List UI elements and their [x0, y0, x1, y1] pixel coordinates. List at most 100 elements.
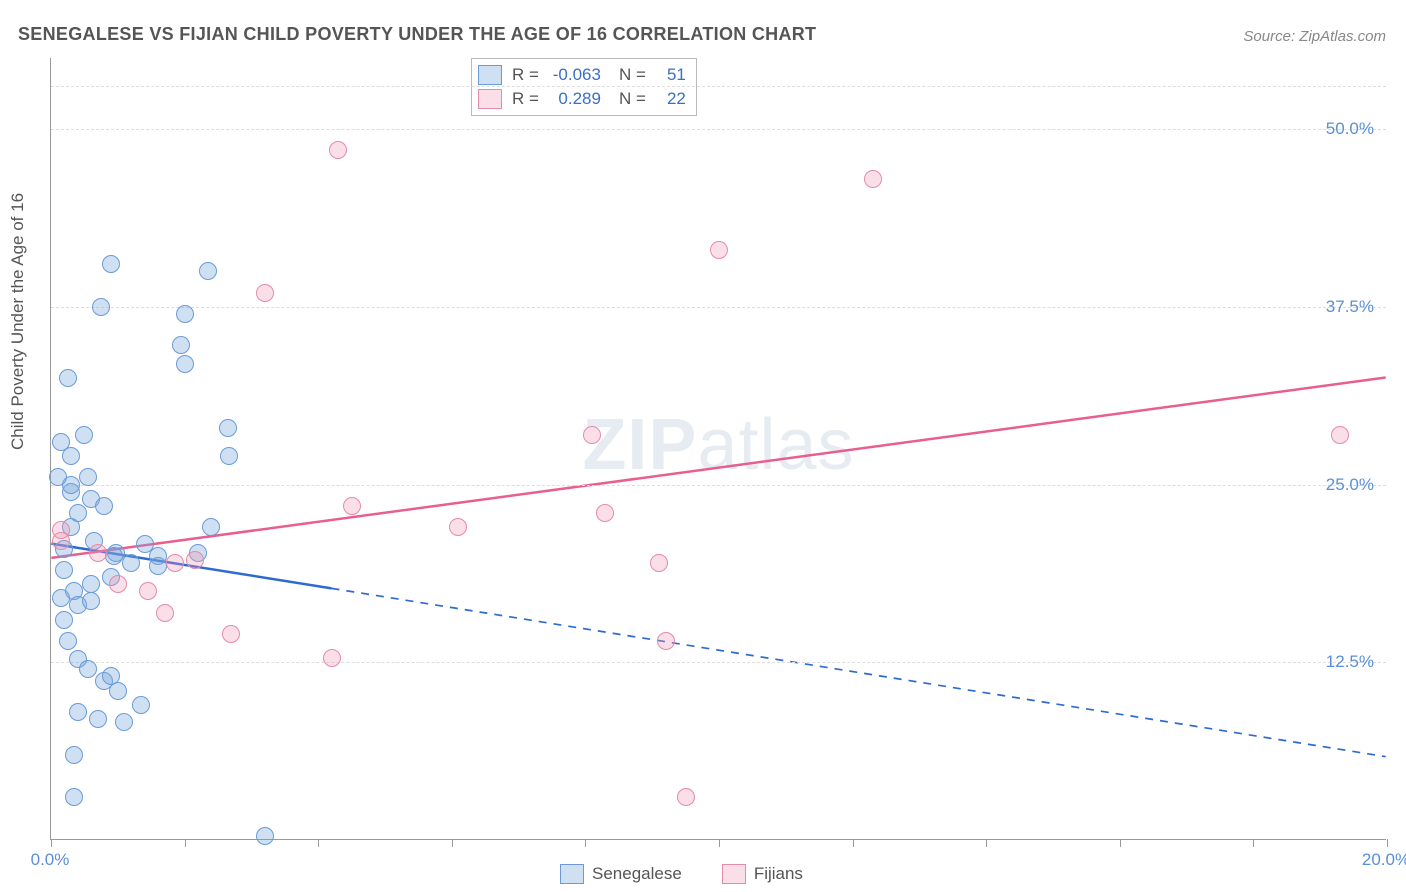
data-point: [79, 660, 97, 678]
legend-row: R = 0.289 N = 22: [478, 87, 686, 111]
data-point: [89, 544, 107, 562]
data-point: [596, 504, 614, 522]
legend-r-value: 0.289: [545, 89, 601, 109]
trend-line-dashed: [332, 588, 1386, 756]
data-point: [172, 336, 190, 354]
gridline-h: [51, 485, 1386, 486]
data-point: [323, 649, 341, 667]
data-point: [55, 611, 73, 629]
data-point: [109, 575, 127, 593]
data-point: [52, 433, 70, 451]
data-point: [59, 369, 77, 387]
legend-series-name: Senegalese: [592, 864, 682, 884]
data-point: [583, 426, 601, 444]
data-point: [256, 284, 274, 302]
legend-n-label: N =: [619, 65, 646, 85]
legend-n-label: N =: [619, 89, 646, 109]
source-attribution: Source: ZipAtlas.com: [1243, 28, 1386, 45]
data-point: [65, 788, 83, 806]
data-point: [95, 497, 113, 515]
gridline-h: [51, 129, 1386, 130]
data-point: [89, 710, 107, 728]
watermark-rest: atlas: [697, 404, 854, 484]
x-tick-label: 20.0%: [1362, 850, 1406, 870]
legend-n-value: 22: [652, 89, 686, 109]
x-tick: [51, 839, 52, 847]
legend-r-label: R =: [512, 65, 539, 85]
trend-lines: [51, 58, 1386, 839]
x-tick: [853, 839, 854, 847]
legend-swatch: [560, 864, 584, 884]
y-tick-label: 12.5%: [1326, 652, 1374, 672]
x-tick: [719, 839, 720, 847]
y-tick-label: 37.5%: [1326, 297, 1374, 317]
data-point: [864, 170, 882, 188]
data-point: [329, 141, 347, 159]
data-point: [256, 827, 274, 845]
data-point: [79, 468, 97, 486]
data-point: [199, 262, 217, 280]
legend-n-value: 51: [652, 65, 686, 85]
data-point: [136, 535, 154, 553]
x-tick: [318, 839, 319, 847]
data-point: [69, 504, 87, 522]
data-point: [156, 604, 174, 622]
data-point: [59, 632, 77, 650]
legend-series-name: Fijians: [754, 864, 803, 884]
x-tick: [185, 839, 186, 847]
gridline-h: [51, 86, 1386, 87]
legend-item: Fijians: [722, 864, 803, 884]
data-point: [222, 625, 240, 643]
y-tick-label: 50.0%: [1326, 119, 1374, 139]
series-legend: Senegalese Fijians: [560, 864, 803, 884]
data-point: [82, 592, 100, 610]
data-point: [122, 554, 140, 572]
data-point: [55, 561, 73, 579]
data-point: [52, 521, 70, 539]
trend-line-solid: [51, 378, 1385, 558]
legend-swatch: [478, 89, 502, 109]
data-point: [650, 554, 668, 572]
x-tick: [1120, 839, 1121, 847]
data-point: [65, 746, 83, 764]
plot-area: ZIPatlas R = -0.063 N = 51 R = 0.289 N = 22 12.…: [50, 58, 1386, 840]
data-point: [1331, 426, 1349, 444]
y-axis-label: Child Poverty Under the Age of 16: [8, 193, 28, 450]
legend-swatch: [722, 864, 746, 884]
data-point: [49, 468, 67, 486]
data-point: [69, 703, 87, 721]
x-tick: [452, 839, 453, 847]
x-tick: [1253, 839, 1254, 847]
x-tick: [1387, 839, 1388, 847]
data-point: [176, 355, 194, 373]
legend-row: R = -0.063 N = 51: [478, 63, 686, 87]
source-label: Source:: [1243, 28, 1299, 45]
legend-r-value: -0.063: [545, 65, 601, 85]
data-point: [710, 241, 728, 259]
data-point: [449, 518, 467, 536]
data-point: [219, 419, 237, 437]
legend-r-label: R =: [512, 89, 539, 109]
legend-swatch: [478, 65, 502, 85]
gridline-h: [51, 662, 1386, 663]
data-point: [102, 667, 120, 685]
legend-item: Senegalese: [560, 864, 682, 884]
data-point: [105, 547, 123, 565]
gridline-h: [51, 307, 1386, 308]
data-point: [202, 518, 220, 536]
data-point: [220, 447, 238, 465]
data-point: [677, 788, 695, 806]
data-point: [149, 557, 167, 575]
data-point: [115, 713, 133, 731]
x-tick: [986, 839, 987, 847]
data-point: [82, 575, 100, 593]
x-tick-label: 0.0%: [31, 850, 70, 870]
watermark: ZIPatlas: [582, 403, 854, 485]
source-name: ZipAtlas.com: [1299, 28, 1386, 45]
data-point: [132, 696, 150, 714]
data-point: [102, 255, 120, 273]
chart-title: SENEGALESE VS FIJIAN CHILD POVERTY UNDER…: [18, 24, 816, 45]
data-point: [92, 298, 110, 316]
data-point: [139, 582, 157, 600]
data-point: [186, 551, 204, 569]
